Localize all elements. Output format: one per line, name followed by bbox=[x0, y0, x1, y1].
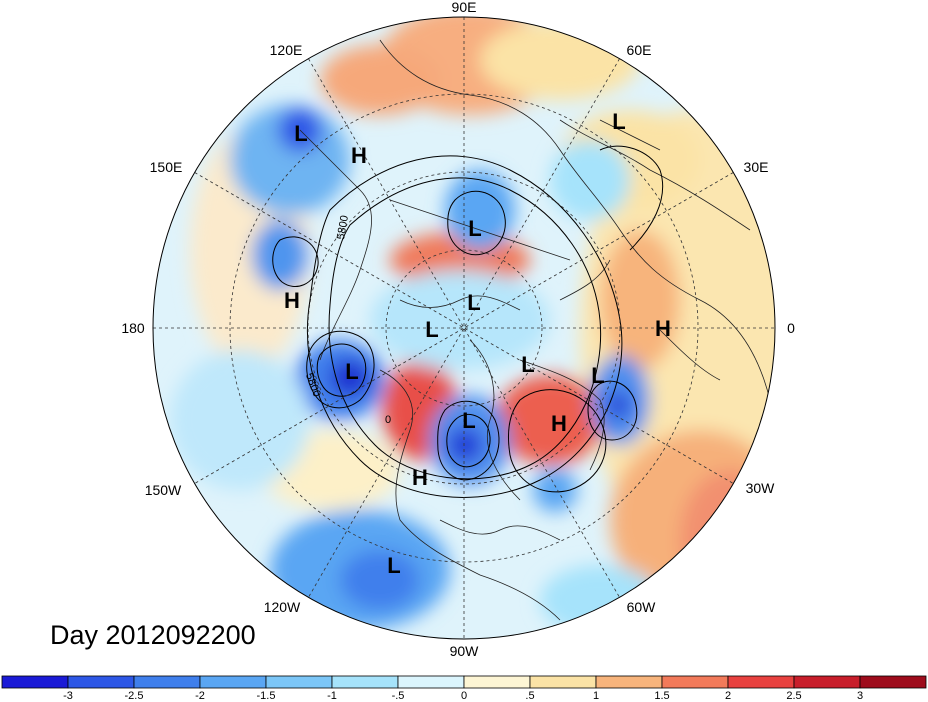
anomaly-field bbox=[153, 17, 775, 639]
colorbar-swatch bbox=[793, 675, 861, 689]
colorbar-tick-label: .5 bbox=[525, 690, 534, 702]
colorbar-tick-label: -2 bbox=[195, 690, 205, 702]
colorbar-swatch bbox=[661, 675, 729, 689]
low-pressure-center: L bbox=[294, 121, 307, 146]
high-pressure-center: H bbox=[284, 288, 300, 313]
colorbar-tick-label: 1.5 bbox=[654, 690, 669, 702]
low-pressure-center: L bbox=[345, 359, 358, 384]
colorbar-swatch bbox=[727, 675, 795, 689]
colorbar-swatch bbox=[199, 675, 267, 689]
low-pressure-center: L bbox=[462, 408, 475, 433]
lon-label-0: 0 bbox=[787, 320, 795, 336]
day-label: Day 2012092200 bbox=[50, 620, 256, 650]
colorbar: -3 -2.5 -2 -1.5 -1 -.5 0 .5 1 1.5 2 2.5 3 bbox=[1, 675, 927, 702]
lon-label-150w: 150W bbox=[145, 482, 182, 498]
lon-label-30w: 30W bbox=[746, 480, 776, 496]
lon-label-60e: 60E bbox=[627, 42, 652, 58]
map-boundary bbox=[152, 16, 776, 640]
coastlines bbox=[299, 39, 771, 621]
lon-label-120w: 120W bbox=[264, 599, 301, 615]
colorbar-swatch bbox=[265, 675, 333, 689]
colorbar-tick-label: -.5 bbox=[392, 690, 405, 702]
low-pressure-center: L bbox=[387, 553, 400, 578]
colorbar-tick-label: 0 bbox=[461, 690, 467, 702]
contour-label: 5800 bbox=[335, 214, 351, 240]
height-contours bbox=[272, 145, 664, 498]
colorbar-swatch bbox=[133, 675, 201, 689]
graticule bbox=[153, 17, 775, 639]
colorbar-swatch bbox=[529, 675, 597, 689]
colorbar-swatch bbox=[859, 675, 927, 689]
high-pressure-center: H bbox=[351, 143, 367, 168]
colorbar-tick-label: -1.5 bbox=[257, 690, 276, 702]
pressure-centers: L L L L L L L L L L H H H H H bbox=[284, 109, 671, 578]
colorbar-swatch bbox=[331, 675, 399, 689]
high-pressure-center: H bbox=[655, 316, 671, 341]
colorbar-swatch bbox=[595, 675, 663, 689]
colorbar-tick-label: 2 bbox=[725, 690, 731, 702]
lon-label-30e: 30E bbox=[744, 159, 769, 175]
high-pressure-center: H bbox=[412, 465, 428, 490]
colorbar-tick-label: 3 bbox=[857, 690, 863, 702]
colorbar-tick-label: -2.5 bbox=[125, 690, 144, 702]
longitude-labels: 90E 60E 30E 0 30W 60W 90W 120W 150W 180 … bbox=[121, 0, 795, 659]
colorbar-swatch bbox=[67, 675, 135, 689]
colorbar-swatch bbox=[397, 675, 465, 689]
contour-label: 0 bbox=[385, 414, 391, 426]
colorbar-swatch bbox=[1, 675, 69, 689]
low-pressure-center: L bbox=[521, 352, 534, 377]
low-pressure-center: L bbox=[612, 109, 625, 134]
colorbar-tick-label: -1 bbox=[327, 690, 337, 702]
colorbar-tick-label: 2.5 bbox=[786, 690, 801, 702]
lon-label-60w: 60W bbox=[627, 599, 657, 615]
low-pressure-center: L bbox=[591, 363, 604, 388]
high-pressure-center: H bbox=[551, 411, 567, 436]
lon-label-120e: 120E bbox=[270, 42, 303, 58]
colorbar-tick-label: -3 bbox=[63, 690, 73, 702]
low-pressure-center: L bbox=[467, 290, 480, 315]
colorbar-swatch bbox=[463, 675, 531, 689]
lon-label-90w: 90W bbox=[450, 643, 480, 659]
lon-label-180: 180 bbox=[121, 320, 145, 336]
lon-label-90e: 90E bbox=[452, 0, 477, 15]
colorbar-tick-label: 1 bbox=[593, 690, 599, 702]
low-pressure-center: L bbox=[425, 317, 438, 342]
lon-label-150e: 150E bbox=[150, 159, 183, 175]
low-pressure-center: L bbox=[468, 216, 481, 241]
